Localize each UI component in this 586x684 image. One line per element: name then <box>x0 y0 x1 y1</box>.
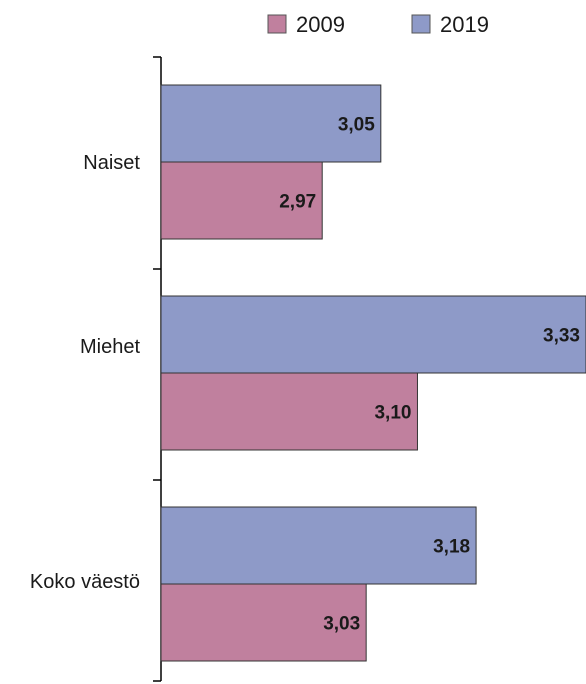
category-label-naiset: Naiset <box>83 152 140 174</box>
bars: 3,05 2,97 3,33 3,10 3,18 3,03 <box>160 84 586 662</box>
data-label-2019-koko-väestö: 3,18 <box>433 537 470 558</box>
bar-2009-miehet <box>160 372 418 451</box>
bar-2019-miehet <box>160 295 586 374</box>
bar-2009-naiset <box>160 161 323 240</box>
data-label-2019-miehet: 3,33 <box>543 326 580 347</box>
bar-2019-koko-väestö <box>160 506 477 585</box>
data-label-2009-miehet: 3,10 <box>374 403 411 424</box>
category-label-miehet: Miehet <box>80 336 140 358</box>
bar-2019-naiset <box>160 84 382 163</box>
category-label-koko-vaesto: Koko väestö <box>30 571 140 593</box>
bar-2009-koko-väestö <box>160 583 367 662</box>
legend-label-2019: 2019 <box>440 12 489 37</box>
legend-swatch-2009 <box>267 14 287 34</box>
category-axis: Naiset Miehet Koko väestö <box>30 56 162 682</box>
data-label-2009-naiset: 2,97 <box>279 192 316 213</box>
data-label-2009-koko-väestö: 3,03 <box>323 614 360 635</box>
legend: 2009 2019 <box>267 12 489 37</box>
legend-label-2009: 2009 <box>296 12 345 37</box>
legend-swatch-2019 <box>411 14 431 34</box>
data-label-2019-naiset: 3,05 <box>338 115 375 136</box>
